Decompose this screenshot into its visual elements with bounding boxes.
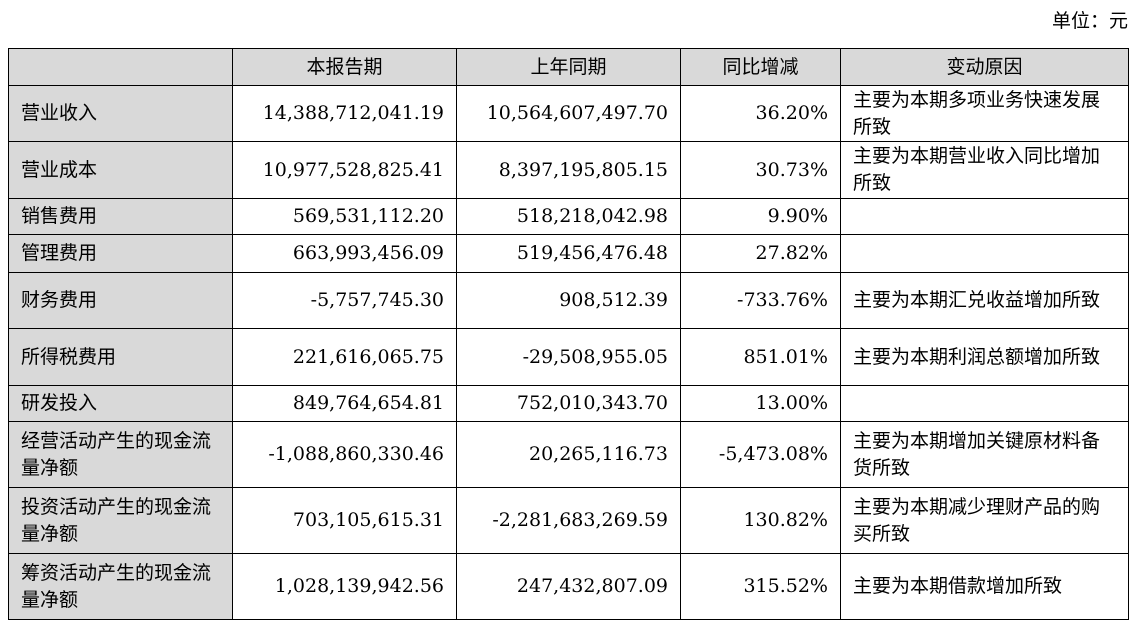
row-reason: 主要为本期汇兑收益增加所致 [840,272,1129,329]
row-current: 221,616,065.75 [232,328,457,386]
table-header: 本报告期 上年同期 同比增减 变动原因 [8,48,1129,86]
header-current-period: 本报告期 [232,48,457,86]
row-reason [840,198,1129,235]
row-reason [840,234,1129,273]
row-item: 筹资活动产生的现金流量净额 [8,553,233,620]
row-current: 569,531,112.20 [232,198,457,235]
row-previous: 752,010,343.70 [456,385,681,422]
row-yoy: -5,473.08% [680,421,841,488]
table-row: 营业收入 14,388,712,041.19 10,564,607,497.70… [8,85,1129,142]
row-item: 投资活动产生的现金流量净额 [8,487,233,554]
header-yoy-change: 同比增减 [680,48,841,86]
row-previous: 519,456,476.48 [456,234,681,273]
financial-change-table: 本报告期 上年同期 同比增减 变动原因 营业收入 14,388,712,041.… [8,48,1129,620]
row-item: 经营活动产生的现金流量净额 [8,421,233,488]
row-current: 14,388,712,041.19 [232,85,457,142]
row-previous: 247,432,807.09 [456,553,681,620]
table-row: 营业成本 10,977,528,825.41 8,397,195,805.15 … [8,141,1129,199]
row-previous: 518,218,042.98 [456,198,681,235]
table-row: 管理费用 663,993,456.09 519,456,476.48 27.82… [8,234,1129,273]
row-yoy: -733.76% [680,272,841,329]
row-reason: 主要为本期多项业务快速发展所致 [840,85,1129,142]
row-reason: 主要为本期减少理财产品的购买所致 [840,487,1129,554]
row-previous: -29,508,955.05 [456,328,681,386]
row-yoy: 30.73% [680,141,841,199]
row-item: 研发投入 [8,385,233,422]
row-current: 703,105,615.31 [232,487,457,554]
row-reason: 主要为本期增加关键原材料备货所致 [840,421,1129,488]
table-row: 筹资活动产生的现金流量净额 1,028,139,942.56 247,432,8… [8,553,1129,620]
row-yoy: 851.01% [680,328,841,386]
unit-label: 单位：元 [1051,10,1128,32]
row-item: 销售费用 [8,198,233,235]
table-row: 财务费用 -5,757,745.30 908,512.39 -733.76% 主… [8,272,1129,329]
row-current: 849,764,654.81 [232,385,457,422]
row-yoy: 13.00% [680,385,841,422]
row-current: 10,977,528,825.41 [232,141,457,199]
header-change-reason: 变动原因 [840,48,1129,86]
row-previous: -2,281,683,269.59 [456,487,681,554]
row-item: 所得税费用 [8,328,233,386]
table-row: 所得税费用 221,616,065.75 -29,508,955.05 851.… [8,328,1129,386]
row-previous: 908,512.39 [456,272,681,329]
row-yoy: 36.20% [680,85,841,142]
row-previous: 10,564,607,497.70 [456,85,681,142]
table-row: 销售费用 569,531,112.20 518,218,042.98 9.90% [8,198,1129,235]
header-prior-period: 上年同期 [456,48,681,86]
row-reason: 主要为本期营业收入同比增加所致 [840,141,1129,199]
row-yoy: 315.52% [680,553,841,620]
table-row: 投资活动产生的现金流量净额 703,105,615.31 -2,281,683,… [8,487,1129,554]
table-row: 研发投入 849,764,654.81 752,010,343.70 13.00… [8,385,1129,422]
row-current: -5,757,745.30 [232,272,457,329]
row-previous: 8,397,195,805.15 [456,141,681,199]
row-reason [840,385,1129,422]
row-reason: 主要为本期利润总额增加所致 [840,328,1129,386]
table-row: 经营活动产生的现金流量净额 -1,088,860,330.46 20,265,1… [8,421,1129,488]
row-item: 财务费用 [8,272,233,329]
row-yoy: 9.90% [680,198,841,235]
row-current: 1,028,139,942.56 [232,553,457,620]
row-current: 663,993,456.09 [232,234,457,273]
header-row: 本报告期 上年同期 同比增减 变动原因 [8,48,1129,86]
table-body: 营业收入 14,388,712,041.19 10,564,607,497.70… [8,85,1129,620]
row-item: 营业成本 [8,141,233,199]
row-yoy: 27.82% [680,234,841,273]
header-item [8,48,233,86]
row-yoy: 130.82% [680,487,841,554]
row-item: 营业收入 [8,85,233,142]
row-current: -1,088,860,330.46 [232,421,457,488]
row-previous: 20,265,116.73 [456,421,681,488]
row-reason: 主要为本期借款增加所致 [840,553,1129,620]
row-item: 管理费用 [8,234,233,273]
